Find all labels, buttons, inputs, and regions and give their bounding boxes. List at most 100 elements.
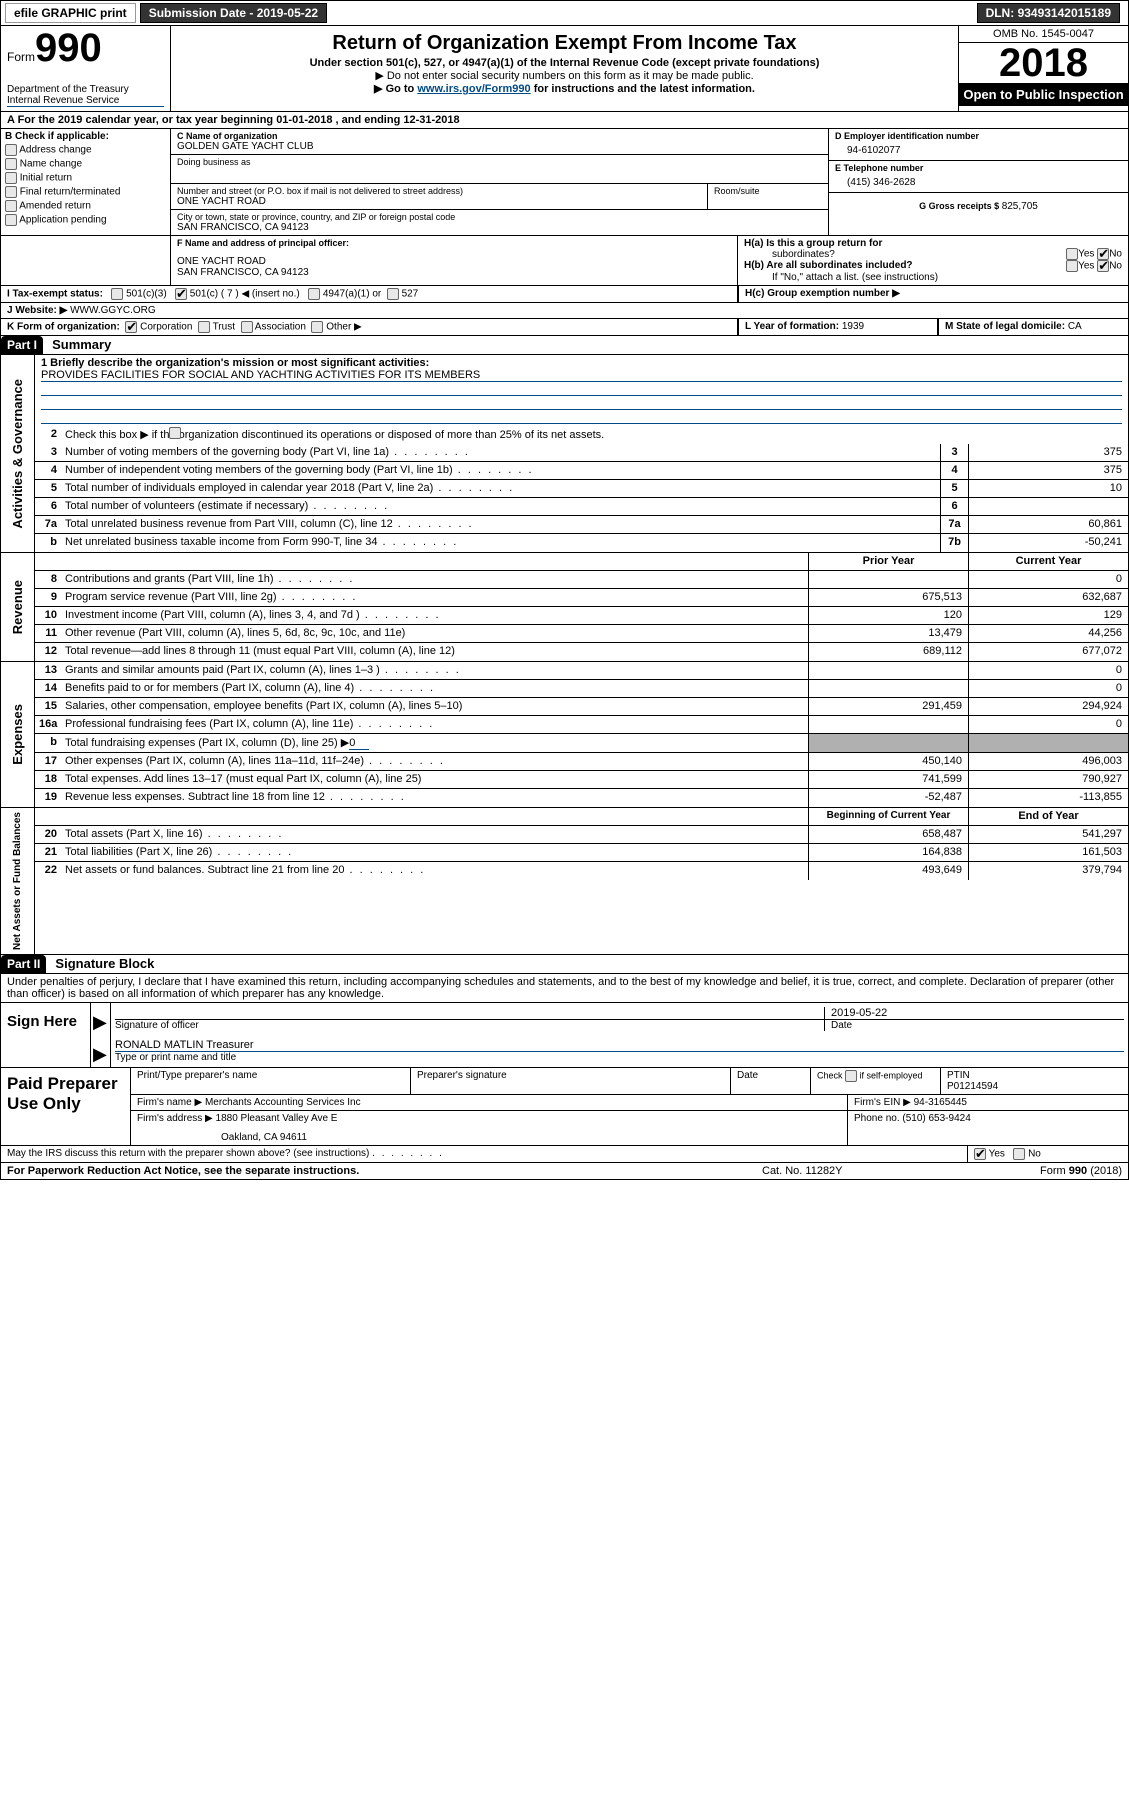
- subtitle-3: ▶ Go to www.irs.gov/Form990 for instruct…: [179, 82, 950, 95]
- line10-prior: 120: [808, 607, 968, 624]
- chk-corp[interactable]: [125, 321, 137, 333]
- ha-yes[interactable]: [1066, 248, 1078, 260]
- chk-assoc[interactable]: [241, 321, 253, 333]
- addr-label: Number and street (or P.O. box if mail i…: [177, 186, 701, 196]
- chk-address-change[interactable]: [5, 144, 17, 156]
- sig-name: RONALD MATLIN Treasurer: [115, 1039, 1124, 1052]
- chk-501c[interactable]: [175, 288, 187, 300]
- submission-btn[interactable]: Submission Date - 2019-05-22: [140, 3, 327, 23]
- prep-date-label: Date: [731, 1068, 811, 1094]
- row-a: A For the 2019 calendar year, or tax yea…: [1, 112, 1128, 129]
- line8-text: Contributions and grants (Part VIII, lin…: [61, 571, 808, 588]
- chk-4947[interactable]: [308, 288, 320, 300]
- chk-501c3[interactable]: [111, 288, 123, 300]
- discuss-no[interactable]: [1013, 1148, 1025, 1160]
- chk-527[interactable]: [387, 288, 399, 300]
- line20-curr: 541,297: [968, 826, 1128, 843]
- hb-no[interactable]: [1097, 260, 1109, 272]
- line22-text: Net assets or fund balances. Subtract li…: [61, 862, 808, 880]
- room-label: Room/suite: [714, 186, 822, 196]
- line9-prior: 675,513: [808, 589, 968, 606]
- irs-link[interactable]: www.irs.gov/Form990: [417, 83, 530, 95]
- chk-application-pending[interactable]: [5, 214, 17, 226]
- prep-name-label: Print/Type preparer's name: [131, 1068, 411, 1094]
- d-label: D Employer identification number: [835, 131, 1122, 141]
- sig-name-label: Type or print name and title: [115, 1052, 1124, 1063]
- f-addr2: SAN FRANCISCO, CA 94123: [177, 267, 731, 278]
- chk-self-employed[interactable]: [845, 1070, 857, 1082]
- chk-name-change[interactable]: [5, 158, 17, 170]
- prep-sig-label: Preparer's signature: [411, 1068, 731, 1094]
- line11-prior: 13,479: [808, 625, 968, 642]
- mission-line2: [41, 382, 1122, 396]
- part1-header: Part I: [1, 336, 43, 354]
- current-year-hdr: Current Year: [968, 553, 1128, 570]
- chk-trust[interactable]: [198, 321, 210, 333]
- line8-prior: [808, 571, 968, 588]
- discuss-yes[interactable]: [974, 1148, 986, 1160]
- part1-header-row: Part I Summary: [1, 336, 1128, 355]
- section-bcdeg: B Check if applicable: Address change Na…: [1, 129, 1128, 236]
- c-name-label: C Name of organization: [177, 131, 822, 141]
- discuss-text: May the IRS discuss this return with the…: [7, 1148, 369, 1159]
- check-if-label: Check: [817, 1070, 845, 1080]
- exp-label: Expenses: [8, 700, 27, 769]
- lbl-address-change: Address change: [19, 145, 91, 156]
- chk-line2[interactable]: [169, 427, 181, 439]
- mission-text: PROVIDES FACILITIES FOR SOCIAL AND YACHT…: [41, 369, 1122, 382]
- org-city: SAN FRANCISCO, CA 94123: [177, 222, 822, 233]
- chk-final-return[interactable]: [5, 186, 17, 198]
- line16a-prior: [808, 716, 968, 733]
- lbl-527: 527: [402, 289, 419, 300]
- sub3-post: for instructions and the latest informat…: [531, 83, 755, 95]
- chk-other[interactable]: [311, 321, 323, 333]
- form-header: Form990 Department of the Treasury Inter…: [1, 26, 1128, 112]
- na-label: Net Assets or Fund Balances: [10, 808, 25, 954]
- form-label: Form: [7, 50, 35, 64]
- firm-phone: (510) 653-9424: [902, 1113, 970, 1124]
- rev-label: Revenue: [8, 576, 27, 638]
- part2-title: Signature Block: [49, 954, 160, 973]
- e-label: E Telephone number: [835, 163, 1122, 173]
- lbl-initial-return: Initial return: [20, 173, 72, 184]
- f-label: F Name and address of principal officer:: [177, 238, 731, 248]
- line5-val: 10: [968, 480, 1128, 497]
- line18-prior: 741,599: [808, 771, 968, 788]
- hb-note: If "No," attach a list. (see instruction…: [744, 272, 1122, 283]
- firm-name-label: Firm's name ▶: [137, 1097, 202, 1108]
- line15-prior: 291,459: [808, 698, 968, 715]
- line21-prior: 164,838: [808, 844, 968, 861]
- chk-amended[interactable]: [5, 200, 17, 212]
- phone-value: (415) 346-2628: [835, 173, 1122, 190]
- dln-label: DLN:: [986, 6, 1018, 20]
- firm-addr-label: Firm's address ▶: [137, 1113, 213, 1124]
- line16b-prior: [808, 734, 968, 752]
- lbl-final-return: Final return/terminated: [20, 187, 121, 198]
- ha-no-lbl: No: [1109, 249, 1122, 260]
- ha-label: H(a) Is this a group return for: [744, 238, 882, 249]
- part2-header: Part II: [1, 955, 46, 973]
- cat-no: Cat. No. 11282Y: [762, 1165, 962, 1177]
- state-domicile: CA: [1068, 321, 1082, 332]
- line10-curr: 129: [968, 607, 1128, 624]
- lbl-amended: Amended return: [19, 201, 91, 212]
- lbl-assoc: Association: [255, 322, 306, 333]
- l-label: L Year of formation:: [745, 321, 842, 332]
- mission-line3: [41, 396, 1122, 410]
- paid-preparer-block: Paid Preparer Use Only Print/Type prepar…: [1, 1068, 1128, 1146]
- line12-curr: 677,072: [968, 643, 1128, 661]
- line13-curr: 0: [968, 662, 1128, 679]
- subtitle-2: ▶ Do not enter social security numbers o…: [179, 69, 950, 82]
- efile-btn[interactable]: efile GRAPHIC print: [5, 3, 136, 23]
- line10-text: Investment income (Part VIII, column (A)…: [61, 607, 808, 624]
- sign-here-label: Sign Here: [1, 1003, 91, 1067]
- line11-text: Other revenue (Part VIII, column (A), li…: [61, 625, 808, 642]
- chk-initial-return[interactable]: [5, 172, 17, 184]
- ha-yes-lbl: Yes: [1078, 249, 1094, 260]
- line20-prior: 658,487: [808, 826, 968, 843]
- top-bar: efile GRAPHIC print Submission Date - 20…: [1, 1, 1128, 26]
- line13-prior: [808, 662, 968, 679]
- begin-year-hdr: Beginning of Current Year: [808, 808, 968, 825]
- hb-yes[interactable]: [1066, 260, 1078, 272]
- part2-header-row: Part II Signature Block: [1, 955, 1128, 974]
